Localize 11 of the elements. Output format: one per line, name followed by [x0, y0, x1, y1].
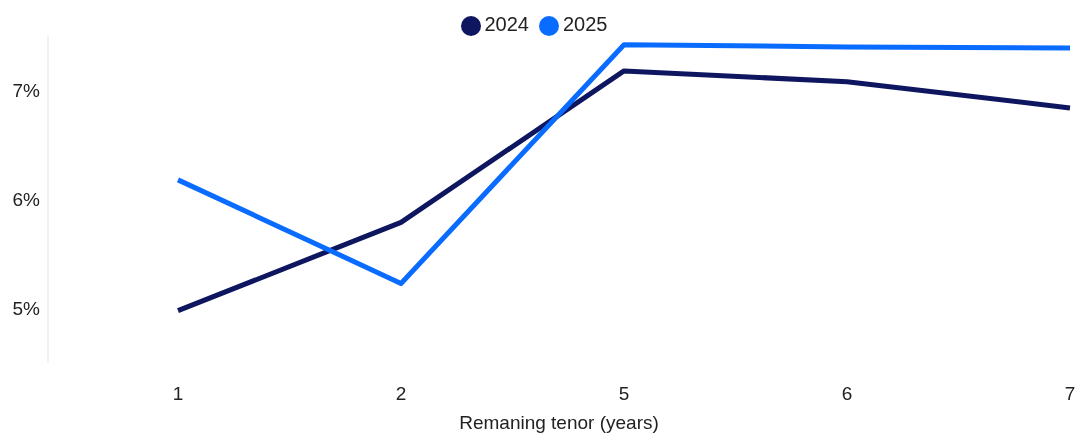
y-tick-label: 5%	[12, 298, 41, 320]
y-tick-label: 7%	[12, 80, 41, 102]
legend-label: 2025	[563, 13, 608, 35]
x-axis-title: Remaning tenor (years)	[459, 412, 659, 433]
x-tick-label: 1	[172, 383, 184, 405]
y-tick-label: 6%	[12, 189, 41, 211]
x-tick-label: 2	[395, 383, 407, 405]
x-tick-label: 7	[1064, 383, 1076, 405]
x-tick-label: 5	[618, 383, 630, 405]
x-tick-label: 6	[841, 383, 853, 405]
legend-label: 2024	[484, 13, 529, 35]
